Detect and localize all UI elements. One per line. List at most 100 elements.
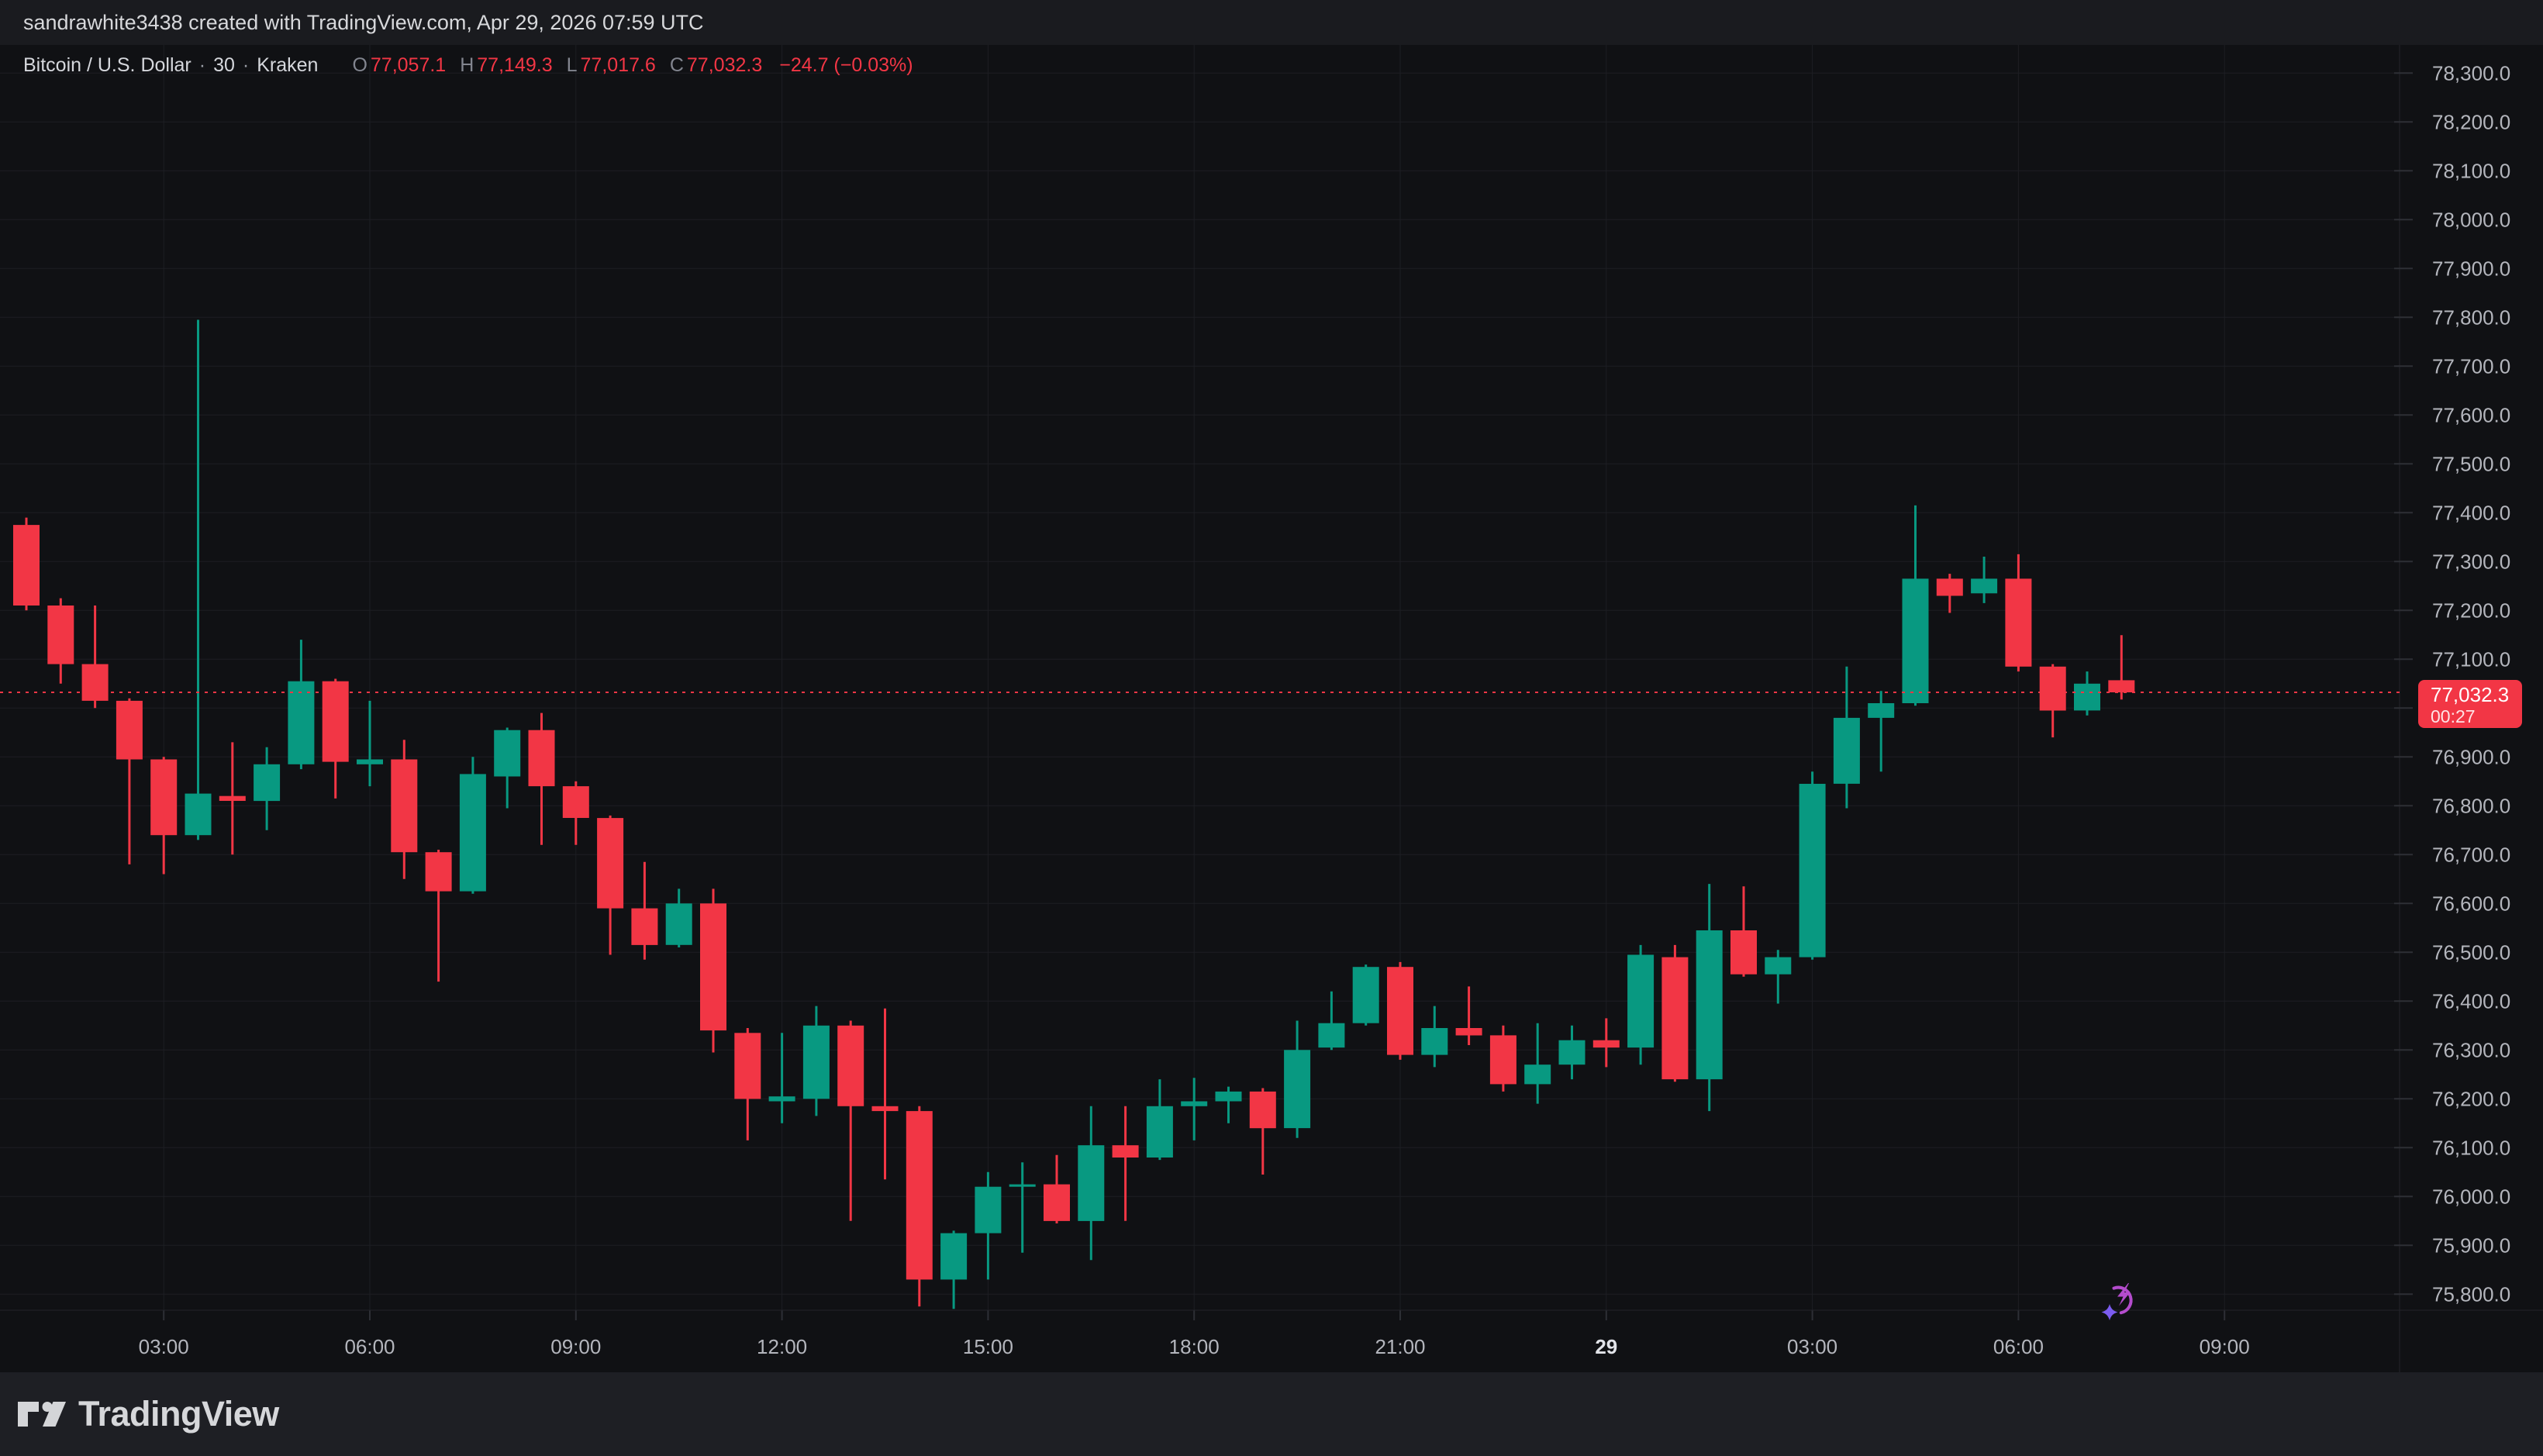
candle[interactable] [391, 740, 418, 879]
candle[interactable] [13, 517, 40, 611]
candle[interactable] [116, 698, 143, 864]
candle[interactable] [1592, 1018, 1620, 1068]
candle-body [940, 1233, 968, 1280]
candle[interactable] [1455, 986, 1482, 1045]
candle[interactable] [975, 1171, 1002, 1280]
candle-body [1249, 1091, 1276, 1129]
candle[interactable] [459, 757, 486, 894]
candle-body [1661, 957, 1689, 1080]
price-axis-label: 76,500.0 [2432, 940, 2510, 964]
price-axis-label: 77,900.0 [2432, 257, 2510, 280]
candle-body [254, 764, 281, 802]
candle[interactable] [871, 1008, 899, 1180]
price-axis-label: 75,900.0 [2432, 1233, 2510, 1257]
price-axis[interactable]: 77,032.3 00:27 [2400, 45, 2543, 1310]
candle[interactable] [1078, 1106, 1105, 1261]
candle[interactable] [288, 640, 315, 770]
candle-body [1146, 1106, 1173, 1158]
candle[interactable] [906, 1106, 933, 1307]
candle[interactable] [1489, 1025, 1516, 1092]
candle[interactable] [494, 727, 521, 809]
candle[interactable] [1833, 666, 1860, 809]
candle[interactable] [150, 757, 178, 875]
candle[interactable] [940, 1230, 968, 1309]
time-axis-label: 29 [1595, 1335, 1617, 1358]
candle[interactable] [802, 1006, 830, 1116]
price-axis-label: 77,700.0 [2432, 354, 2510, 378]
candle-body [2108, 680, 2135, 692]
time-axis-label: 06:00 [344, 1335, 395, 1358]
candle[interactable] [1215, 1086, 1242, 1123]
candle-body [1799, 784, 1826, 957]
candle[interactable] [1902, 505, 1929, 706]
ring-icon [2112, 1285, 2133, 1315]
candle[interactable] [2108, 635, 2135, 700]
candle[interactable] [1044, 1154, 1070, 1223]
candle[interactable] [1696, 884, 1723, 1112]
price-axis-label: 77,200.0 [2432, 599, 2510, 622]
candle[interactable] [1112, 1106, 1139, 1221]
candle[interactable] [1868, 691, 1895, 772]
candle[interactable] [47, 598, 74, 684]
candle-body [1868, 703, 1895, 718]
candle[interactable] [1387, 961, 1413, 1060]
candle[interactable] [597, 815, 624, 955]
candle[interactable] [2039, 664, 2066, 738]
time-axis[interactable] [0, 1310, 2400, 1372]
candle[interactable] [1524, 1023, 1551, 1104]
candle[interactable] [562, 781, 589, 845]
candle[interactable] [768, 1033, 795, 1123]
time-axis-label: 06:00 [1993, 1335, 2044, 1358]
candle-body [837, 1025, 864, 1106]
candle[interactable] [425, 850, 452, 982]
price-axis-label: 78,100.0 [2432, 159, 2510, 182]
candle[interactable] [1661, 944, 1689, 1082]
candle[interactable] [254, 747, 281, 830]
candle-body [47, 606, 74, 664]
candle[interactable] [1249, 1088, 1276, 1175]
legend-separator: · [242, 54, 250, 76]
price-axis-label: 76,600.0 [2432, 892, 2510, 915]
candle[interactable] [1284, 1020, 1311, 1138]
candle-body [459, 774, 486, 892]
candle[interactable] [528, 712, 555, 845]
price-axis-label: 77,400.0 [2432, 501, 2510, 524]
candle[interactable] [2005, 554, 2032, 672]
candle[interactable] [1558, 1025, 1585, 1080]
candle[interactable] [1421, 1006, 1448, 1068]
candle[interactable] [1730, 886, 1757, 977]
candle[interactable] [665, 888, 692, 947]
candle[interactable] [219, 742, 246, 855]
candle[interactable] [322, 678, 349, 799]
candle[interactable] [734, 1028, 761, 1140]
candle[interactable] [1146, 1079, 1173, 1161]
candle[interactable] [1799, 771, 1826, 960]
tradingview-logo[interactable]: TradingView [17, 1394, 279, 1434]
candle[interactable] [1765, 950, 1792, 1004]
candle-body [1558, 1040, 1585, 1065]
candle[interactable] [1352, 964, 1379, 1026]
candle-body [150, 759, 178, 836]
candle[interactable] [1971, 557, 1998, 603]
candle[interactable] [1936, 574, 1963, 613]
symbol-legend[interactable]: Bitcoin / U.S. Dollar · 30 · Kraken O 77,057.1… [23, 54, 913, 77]
price-axis-label: 77,300.0 [2432, 550, 2510, 573]
candle-body [1696, 930, 1723, 1080]
candle[interactable] [631, 861, 658, 960]
candle[interactable] [357, 700, 383, 787]
time-axis-label: 03:00 [139, 1335, 189, 1358]
candle[interactable] [1181, 1078, 1208, 1140]
symbol-title: Bitcoin / U.S. Dollar [23, 54, 192, 76]
candle[interactable] [81, 606, 109, 709]
candle[interactable] [700, 888, 726, 1053]
candle[interactable] [185, 319, 212, 840]
open-key: O [352, 54, 367, 76]
candle[interactable] [1009, 1162, 1036, 1253]
candle[interactable] [1318, 991, 1345, 1051]
candle-body [665, 903, 692, 945]
candle[interactable] [837, 1020, 864, 1221]
candle[interactable] [2074, 671, 2100, 716]
candle[interactable] [1627, 944, 1655, 1065]
